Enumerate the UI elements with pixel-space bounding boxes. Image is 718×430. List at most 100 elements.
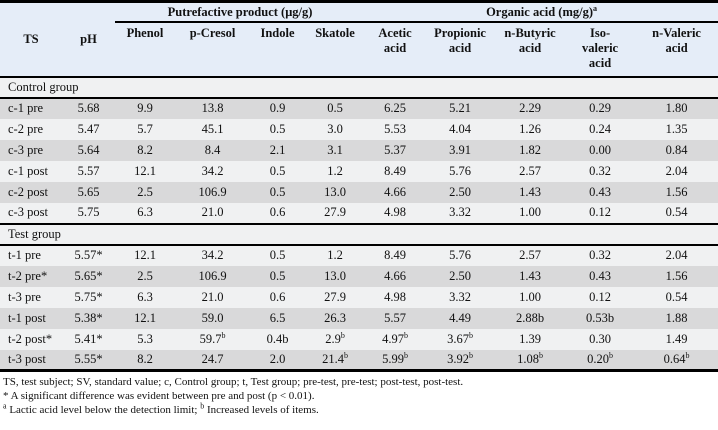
value-cell: 5.68 (62, 97, 115, 119)
row-label-cell: t-1 post (0, 307, 62, 329)
value-cell: 2.9b (305, 328, 366, 350)
table-row: c-1 post 5.57 12.1 34.2 0.5 1.2 8.49 5.76 2.57 0.… (0, 160, 718, 182)
value-cell: 13.8 (175, 97, 250, 119)
value-cell: 1.39 (495, 328, 566, 350)
value-cell: 1.43 (495, 265, 566, 287)
value-cell: 0.5 (250, 265, 305, 287)
table-row: c-2 pre 5.47 5.7 45.1 0.5 3.0 5.53 4.04 1.26 0.24… (0, 118, 718, 140)
row-label-cell: t-1 pre (0, 244, 62, 266)
col-header-iso-valeric-acid: Iso- valeric acid (565, 21, 636, 77)
table-row: t-1 pre 5.57* 12.1 34.2 0.5 1.2 8.49 5.76 2.57 0.… (0, 244, 718, 266)
value-cell: 0.43 (565, 265, 636, 287)
value-cell: 4.49 (425, 307, 496, 329)
value-cell: 59.0 (175, 307, 250, 329)
value-cell: 0.5 (250, 118, 305, 140)
value-cell: 8.2 (115, 349, 175, 371)
col-header-ph: pH (62, 1, 115, 77)
value-cell: 0.30 (565, 328, 636, 350)
value-cell: 3.92b (425, 349, 496, 371)
value-cell: 2.57 (495, 160, 566, 182)
value-cell: 2.88b (495, 307, 566, 329)
col-group-putrefactive-product: Putrefactive product (μg/g) (115, 1, 366, 23)
value-cell: 5.76 (425, 160, 496, 182)
value-cell: 3.32 (425, 202, 496, 224)
table-row: c-2 post 5.65 2.5 106.9 0.5 13.0 4.66 2.50 1.43 0… (0, 181, 718, 203)
table-section: Control group c-1 pre 5.68 9.9 13.8 0.9 0.5 6.2… (0, 75, 718, 224)
value-cell: 8.49 (365, 244, 426, 266)
value-cell: 1.00 (495, 286, 566, 308)
row-label-cell: c-1 pre (0, 97, 62, 119)
footnote-detection-limit: a Lactic acid level below the detection … (3, 401, 319, 416)
value-cell: 0.54 (635, 286, 718, 308)
value-cell: 21.0 (175, 202, 250, 224)
value-cell: 0.43 (565, 181, 636, 203)
value-cell: 6.5 (250, 307, 305, 329)
value-cell: 1.00 (495, 202, 566, 224)
value-cell: 1.82 (495, 139, 566, 161)
value-cell: 4.98 (365, 286, 426, 308)
value-cell: 0.29 (565, 97, 636, 119)
value-cell: 13.0 (305, 181, 366, 203)
value-cell: 2.5 (115, 181, 175, 203)
value-cell: 9.9 (115, 97, 175, 119)
value-cell: 8.2 (115, 139, 175, 161)
group-band-row: Control group (0, 75, 718, 99)
value-cell: 2.5 (115, 265, 175, 287)
value-cell: 5.99b (365, 349, 426, 371)
table-row: c-3 post 5.75 6.3 21.0 0.6 27.9 4.98 3.32 1.00 0.… (0, 202, 718, 224)
value-cell: 5.76 (425, 244, 496, 266)
value-cell: 8.4 (175, 139, 250, 161)
col-header-n-valeric-acid: n-Valeric acid (635, 21, 718, 77)
value-cell: 6.3 (115, 202, 175, 224)
value-cell: 0.20b (565, 349, 636, 371)
row-label-cell: c-3 pre (0, 139, 62, 161)
value-cell: 106.9 (175, 181, 250, 203)
value-cell: 1.35 (635, 118, 718, 140)
value-cell: 3.0 (305, 118, 366, 140)
value-cell: 6.3 (115, 286, 175, 308)
value-cell: 0.9 (250, 97, 305, 119)
value-cell: 0.64b (635, 349, 718, 371)
row-label-cell: t-3 post (0, 349, 62, 371)
value-cell: 0.4b (250, 328, 305, 350)
table-row: t-3 pre 5.75* 6.3 21.0 0.6 27.9 4.98 3.32 1.00 0.… (0, 286, 718, 308)
row-label-cell: c-3 post (0, 202, 62, 224)
value-cell: 0.00 (565, 139, 636, 161)
value-cell: 5.75 (62, 202, 115, 224)
value-cell: 5.41* (62, 328, 115, 350)
value-cell: 3.91 (425, 139, 496, 161)
value-cell: 2.50 (425, 181, 496, 203)
value-cell: 13.0 (305, 265, 366, 287)
value-cell: 0.12 (565, 286, 636, 308)
value-cell: 1.2 (305, 244, 366, 266)
value-cell: 5.55* (62, 349, 115, 371)
value-cell: 5.65* (62, 265, 115, 287)
value-cell: 5.47 (62, 118, 115, 140)
value-cell: 0.6 (250, 286, 305, 308)
value-cell: 0.84 (635, 139, 718, 161)
footnote-significance: * A significant difference was evident b… (3, 390, 315, 402)
value-cell: 1.80 (635, 97, 718, 119)
value-cell: 4.98 (365, 202, 426, 224)
header-group-row: TS pH Putrefactive product (μg/g) Organi… (0, 1, 718, 77)
value-cell: 24.7 (175, 349, 250, 371)
value-cell: 3.32 (425, 286, 496, 308)
value-cell: 4.66 (365, 265, 426, 287)
value-cell: 2.50 (425, 265, 496, 287)
col-group-organic-acid: Organic acid (mg/g)a (365, 1, 718, 23)
col-header-acetic-acid: Acetic acid (365, 21, 426, 77)
value-cell: 45.1 (175, 118, 250, 140)
row-label-cell: t-3 pre (0, 286, 62, 308)
col-header-skatole: Skatole (305, 21, 366, 77)
value-cell: 27.9 (305, 286, 366, 308)
table-row: t-2 pre* 5.65* 2.5 106.9 0.5 13.0 4.66 2.50 1.43… (0, 265, 718, 287)
value-cell: 26.3 (305, 307, 366, 329)
value-cell: 34.2 (175, 244, 250, 266)
value-cell: 0.5 (305, 97, 366, 119)
value-cell: 0.53b (565, 307, 636, 329)
value-cell: 59.7b (175, 328, 250, 350)
value-cell: 1.56 (635, 265, 718, 287)
value-cell: 27.9 (305, 202, 366, 224)
value-cell: 5.37 (365, 139, 426, 161)
table-section: Test group t-1 pre 5.57* 12.1 34.2 0.5 1.2 8.49… (0, 222, 718, 371)
